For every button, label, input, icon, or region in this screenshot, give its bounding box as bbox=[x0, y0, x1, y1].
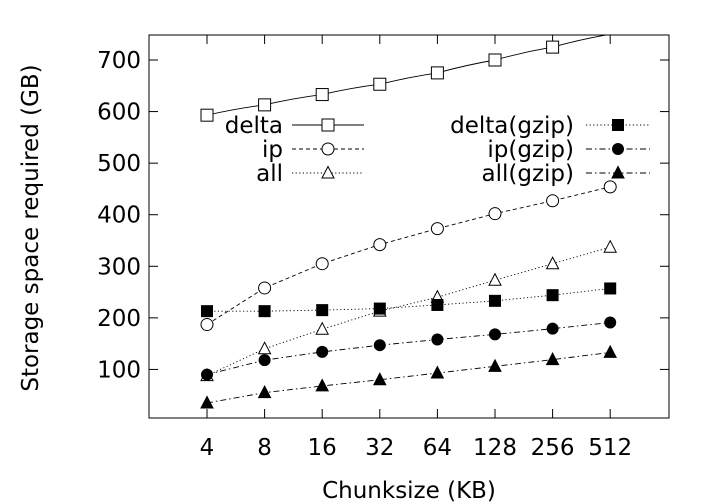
legend-label-all: all bbox=[256, 161, 283, 187]
point-delta-64 bbox=[430, 66, 444, 80]
x-tick-label-64: 64 bbox=[423, 435, 452, 461]
x-tick-label-128: 128 bbox=[473, 435, 517, 461]
point-delta-gzip-8 bbox=[258, 305, 271, 318]
series-line-ip bbox=[206, 186, 611, 325]
x-tick-label-32: 32 bbox=[365, 435, 394, 461]
series-line-all-gzip bbox=[206, 351, 611, 404]
x-tick-label-256: 256 bbox=[531, 435, 575, 461]
point-ip-8 bbox=[258, 281, 272, 295]
series-ip bbox=[200, 180, 617, 332]
y-tick-label-700: 700 bbox=[97, 48, 141, 74]
point-all-512 bbox=[603, 239, 618, 253]
point-delta-gzip-64 bbox=[431, 298, 444, 311]
y-tick-label-300: 300 bbox=[97, 254, 141, 280]
point-delta-gzip-512 bbox=[604, 282, 617, 295]
legend-entry-ip-gzip: ip(gzip) bbox=[487, 137, 650, 163]
legend-marker-delta-gzip bbox=[612, 119, 624, 131]
point-ip-4 bbox=[200, 318, 214, 332]
y-tick-label-600: 600 bbox=[97, 100, 141, 126]
point-delta-gzip-256 bbox=[546, 289, 559, 302]
point-ip-64 bbox=[430, 222, 444, 236]
y-tick-label-400: 400 bbox=[97, 203, 141, 229]
series-all-gzip bbox=[200, 344, 618, 409]
x-tick-label-16: 16 bbox=[308, 435, 337, 461]
x-tick-label-8: 8 bbox=[257, 435, 272, 461]
y-tick-label-200: 200 bbox=[97, 306, 141, 332]
point-delta-128 bbox=[488, 53, 502, 67]
point-delta-gzip-32 bbox=[373, 302, 386, 315]
point-ip-gzip-8 bbox=[258, 354, 271, 367]
point-ip-gzip-512 bbox=[604, 316, 617, 329]
point-ip-gzip-128 bbox=[489, 328, 501, 341]
point-all-gzip-256 bbox=[545, 352, 560, 366]
legend-label-delta-gzip: delta(gzip) bbox=[450, 113, 574, 139]
y-axis-title: Storage space required (GB) bbox=[18, 64, 44, 391]
point-all-16 bbox=[315, 321, 330, 335]
point-all-gzip-4 bbox=[200, 395, 214, 409]
legend-label-ip-gzip: ip(gzip) bbox=[487, 137, 574, 163]
x-axis-title: Chunksize (KB) bbox=[322, 478, 496, 504]
y-axis: 100 200 300 400 500 600 700 bbox=[97, 48, 669, 383]
legend-marker-ip bbox=[321, 142, 335, 156]
point-ip-256 bbox=[546, 194, 560, 208]
point-delta-32 bbox=[373, 77, 387, 91]
point-all-gzip-64 bbox=[430, 365, 445, 379]
legend-marker-ip-gzip bbox=[612, 143, 624, 155]
y-tick-label-500: 500 bbox=[97, 151, 141, 177]
series-delta-gzip bbox=[201, 282, 617, 318]
series-line-all bbox=[206, 246, 611, 377]
legend-label-all-gzip: all(gzip) bbox=[482, 161, 574, 187]
point-delta-256 bbox=[546, 40, 560, 54]
legend-label-ip: ip bbox=[262, 137, 283, 163]
point-delta-gzip-16 bbox=[316, 304, 329, 317]
legend-entry-delta-gzip: delta(gzip) bbox=[450, 113, 650, 139]
series-layer bbox=[200, 35, 618, 409]
legend-entry-delta: delta bbox=[225, 113, 364, 139]
point-ip-gzip-16 bbox=[316, 345, 329, 358]
legend-entry-all: all bbox=[256, 161, 364, 187]
plot-frame bbox=[148, 34, 670, 419]
point-ip-512 bbox=[603, 180, 617, 194]
series-line-ip-gzip bbox=[206, 322, 611, 376]
legend-label-delta: delta bbox=[225, 113, 283, 139]
point-ip-gzip-256 bbox=[546, 322, 559, 335]
point-ip-gzip-32 bbox=[373, 339, 386, 352]
point-ip-gzip-64 bbox=[431, 333, 444, 346]
point-all-gzip-512 bbox=[603, 344, 618, 358]
legend-entry-ip: ip bbox=[262, 137, 364, 163]
point-all-gzip-16 bbox=[315, 378, 330, 392]
x-tick-label-4: 4 bbox=[200, 435, 215, 461]
legend-marker-delta bbox=[321, 118, 335, 132]
x-axis: 4 8 16 32 64 128 256 512 bbox=[200, 35, 632, 461]
point-ip-16 bbox=[315, 257, 329, 271]
point-ip-gzip-4 bbox=[201, 368, 213, 381]
point-all-256 bbox=[545, 256, 560, 270]
legend-marker-all bbox=[321, 165, 335, 179]
point-all-gzip-32 bbox=[372, 372, 387, 386]
legend-marker-all-gzip bbox=[611, 165, 625, 179]
series-ip-gzip bbox=[201, 316, 617, 381]
y-tick-label-100: 100 bbox=[97, 357, 141, 383]
point-ip-32 bbox=[373, 238, 387, 252]
point-all-gzip-128 bbox=[488, 358, 502, 372]
x-tick-label-512: 512 bbox=[588, 435, 632, 461]
point-all-8 bbox=[257, 341, 272, 355]
point-all-128 bbox=[488, 272, 502, 286]
point-delta-16 bbox=[315, 88, 329, 102]
point-delta-gzip-128 bbox=[489, 294, 501, 307]
series-delta bbox=[200, 35, 609, 122]
point-delta-8 bbox=[258, 98, 272, 112]
point-delta-4 bbox=[200, 108, 214, 122]
legend-entry-all-gzip: all(gzip) bbox=[482, 161, 650, 187]
point-all-gzip-8 bbox=[257, 385, 272, 399]
point-ip-128 bbox=[488, 207, 502, 221]
point-delta-gzip-4 bbox=[201, 305, 213, 318]
series-line-delta-gzip bbox=[207, 288, 611, 312]
